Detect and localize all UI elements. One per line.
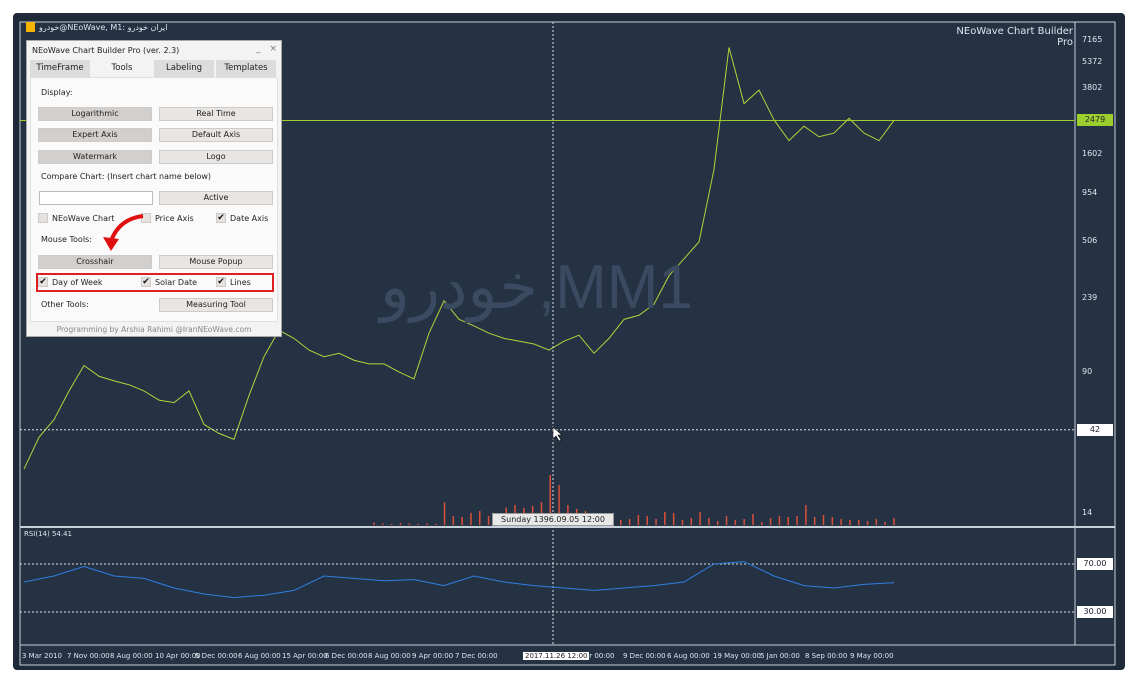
neowave-chart-checkbox[interactable]: NEoWave Chart [38,213,114,223]
rsi-level-label: 70.00 [1077,558,1113,570]
chart-icon [26,22,35,32]
watermark-button[interactable]: Watermark [38,150,152,164]
watermark: خودرو,MM1 [380,253,693,322]
expert-axis-button[interactable]: Expert Axis [38,128,152,142]
check-icon: ✔ [216,277,226,287]
rsi-level-label: 30.00 [1077,606,1113,618]
mouse-cursor-icon [552,426,563,442]
tab-labeling[interactable]: Labeling [154,60,214,77]
date-tick: 5 Dec 00:00 [195,652,238,660]
date-tick: 8 Sep 00:00 [805,652,848,660]
date-tick: 6 Dec 00:00 [325,652,368,660]
date-tick: 15 Apr 00:00 [282,652,328,660]
default-axis-button[interactable]: Default Axis [159,128,273,142]
check-icon: ✔ [141,277,151,287]
solar-date-checkbox[interactable]: ✔ Solar Date [141,277,197,287]
current-price-label: 2479 [1077,114,1113,127]
checkbox-label: Solar Date [155,277,198,287]
date-tick: 6 Aug 00:00 [238,652,281,660]
display-label: Display: [41,88,73,97]
active-button[interactable]: Active [159,191,273,205]
rsi-line [23,561,895,599]
tab-timeframe[interactable]: TimeFrame [30,60,90,77]
price-tick: 7165 [1082,35,1103,44]
real-time-button[interactable]: Real Time [159,107,273,121]
price-tick: 1602 [1082,148,1103,158]
date-tick: 7 Dec 00:00 [455,652,498,660]
date-tick: 8 Aug 00:00 [368,652,411,660]
highlight-box [36,273,274,292]
tab-tools[interactable]: Tools [92,60,152,77]
chart-title: خودرو@NEoWave, M1: ایران خودرو [39,22,168,32]
date-tick: 8 Aug 00:00 [110,652,153,660]
lines-checkbox[interactable]: ✔ Lines [216,277,251,287]
checkbox-label: Price Axis [155,213,194,223]
checkbox-label: NEoWave Chart [52,213,115,223]
checkbox-label: Lines [230,277,251,287]
crosshair-axis-date: 2017.11.26 12:00 [523,652,590,660]
logo-button[interactable]: Logo [159,150,273,164]
date-tick: 5 Jan 00:00 [760,652,800,660]
price-tick: 14 [1082,508,1093,517]
logarithmic-button[interactable]: Logarithmic [38,107,152,121]
date-tick: Apr 00:00 [580,652,615,660]
date-tick: 19 May 00:00 [713,652,762,660]
price-tick: 90 [1082,366,1093,376]
crosshair-date-tooltip: Sunday 1396.09.05 12:00 [492,513,614,526]
measuring-tool-button[interactable]: Measuring Tool [159,298,273,312]
other-tools-label: Other Tools: [41,300,89,309]
mouse-tools-label: Mouse Tools: [41,235,92,244]
rsi-label: RSI(14) 54.41 [24,530,73,538]
crosshair-price-label: 42 [1077,423,1113,436]
date-axis-checkbox[interactable]: ✔ Date Axis [216,213,268,223]
date-tick: 9 Dec 00:00 [623,652,666,660]
price-line [23,47,895,470]
close-button[interactable]: × [269,44,277,54]
price-tick: 506 [1082,235,1098,245]
chart-window-title: خودرو@NEoWave, M1: ایران خودرو [26,22,167,32]
compare-chart-label: Compare Chart: (Insert chart name below) [41,172,212,181]
date-tick: 3 Mar 2010 [22,652,62,660]
checkbox-label: Day of Week [52,277,103,287]
tab-templates[interactable]: Templates [216,60,276,77]
brand-label: NEoWave Chart Builder Pro [956,26,1073,48]
chart-border [19,21,1116,666]
compare-chart-input[interactable] [39,191,153,205]
check-icon: ✔ [38,277,48,287]
crosshair-button[interactable]: Crosshair [38,255,152,269]
date-tick: 9 May 00:00 [850,652,894,660]
date-tick: 7 Nov 00:00 [67,652,110,660]
day-of-week-checkbox[interactable]: ✔ Day of Week [38,277,103,287]
checkbox-label: Date Axis [230,213,269,223]
date-tick: 10 Apr 00:00 [155,652,201,660]
price-tick: 239 [1082,292,1098,302]
panel-title: NEoWave Chart Builder Pro (ver. 2.3) [32,45,180,55]
price-tick: 5372 [1082,56,1103,66]
checkbox-icon [38,213,48,223]
date-tick: 6 Aug 00:00 [667,652,710,660]
price-tick: 954 [1082,187,1098,197]
price-tick: 3802 [1082,83,1103,93]
check-icon: ✔ [216,213,226,223]
date-tick: 9 Apr 00:00 [412,652,454,660]
mouse-popup-button[interactable]: Mouse Popup [159,255,273,269]
chart-builder-panel: NEoWave Chart Builder Pro (ver. 2.3) _ × … [26,40,282,337]
panel-footer: Programming by Arshia Rahimi @IranNEoWav… [56,325,252,334]
red-arrow-annotation [103,214,144,251]
minimize-button[interactable]: _ [255,44,261,54]
